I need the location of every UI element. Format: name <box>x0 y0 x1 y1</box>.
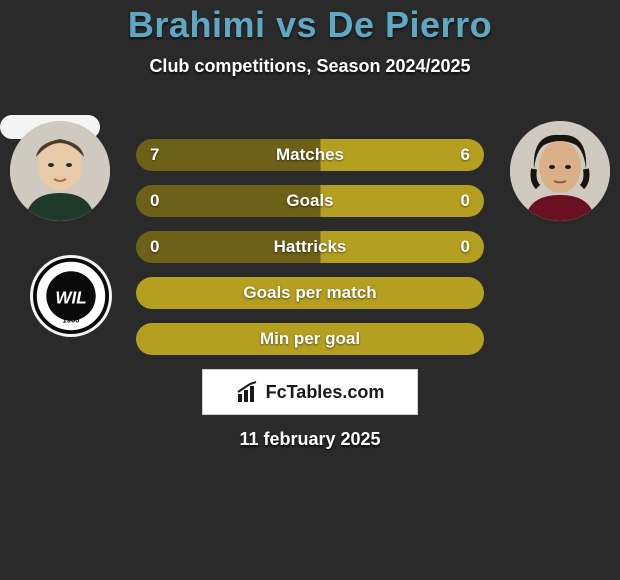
stat-row-goals: 0 Goals 0 <box>136 185 484 217</box>
subtitle: Club competitions, Season 2024/2025 <box>0 56 620 77</box>
stat-left-value: 0 <box>150 237 159 257</box>
stat-row-goals-per-match: Goals per match <box>136 277 484 309</box>
page-title: Brahimi vs De Pierro <box>0 4 620 46</box>
svg-text:FC: FC <box>66 272 77 281</box>
svg-text:WIL: WIL <box>55 289 86 308</box>
content-area: FC 1900 WIL 7 Matches 6 0 Goals 0 0 Hatt… <box>0 115 620 450</box>
player-left-avatar <box>10 121 110 221</box>
comparison-card: Brahimi vs De Pierro Club competitions, … <box>0 0 620 450</box>
stat-label: Min per goal <box>260 329 360 349</box>
club-left-badge: FC 1900 WIL <box>30 255 112 337</box>
svg-text:1900: 1900 <box>63 316 80 325</box>
stat-row-min-per-goal: Min per goal <box>136 323 484 355</box>
stat-row-matches: 7 Matches 6 <box>136 139 484 171</box>
stats-bars: 7 Matches 6 0 Goals 0 0 Hattricks 0 Goal… <box>136 139 484 355</box>
stat-label: Goals per match <box>243 283 376 303</box>
stat-left-value: 7 <box>150 145 159 165</box>
brand-text: FcTables.com <box>266 382 385 403</box>
stat-right-value: 6 <box>461 145 470 165</box>
player-right-avatar <box>510 121 610 221</box>
stat-left-value: 0 <box>150 191 159 211</box>
stat-label: Goals <box>286 191 333 211</box>
stat-label: Matches <box>276 145 344 165</box>
brand-attribution[interactable]: FcTables.com <box>202 369 418 415</box>
date-text: 11 february 2025 <box>0 429 620 450</box>
stat-label: Hattricks <box>274 237 347 257</box>
stat-right-value: 0 <box>461 191 470 211</box>
stat-row-hattricks: 0 Hattricks 0 <box>136 231 484 263</box>
bar-chart-icon <box>236 380 260 404</box>
stat-right-value: 0 <box>461 237 470 257</box>
